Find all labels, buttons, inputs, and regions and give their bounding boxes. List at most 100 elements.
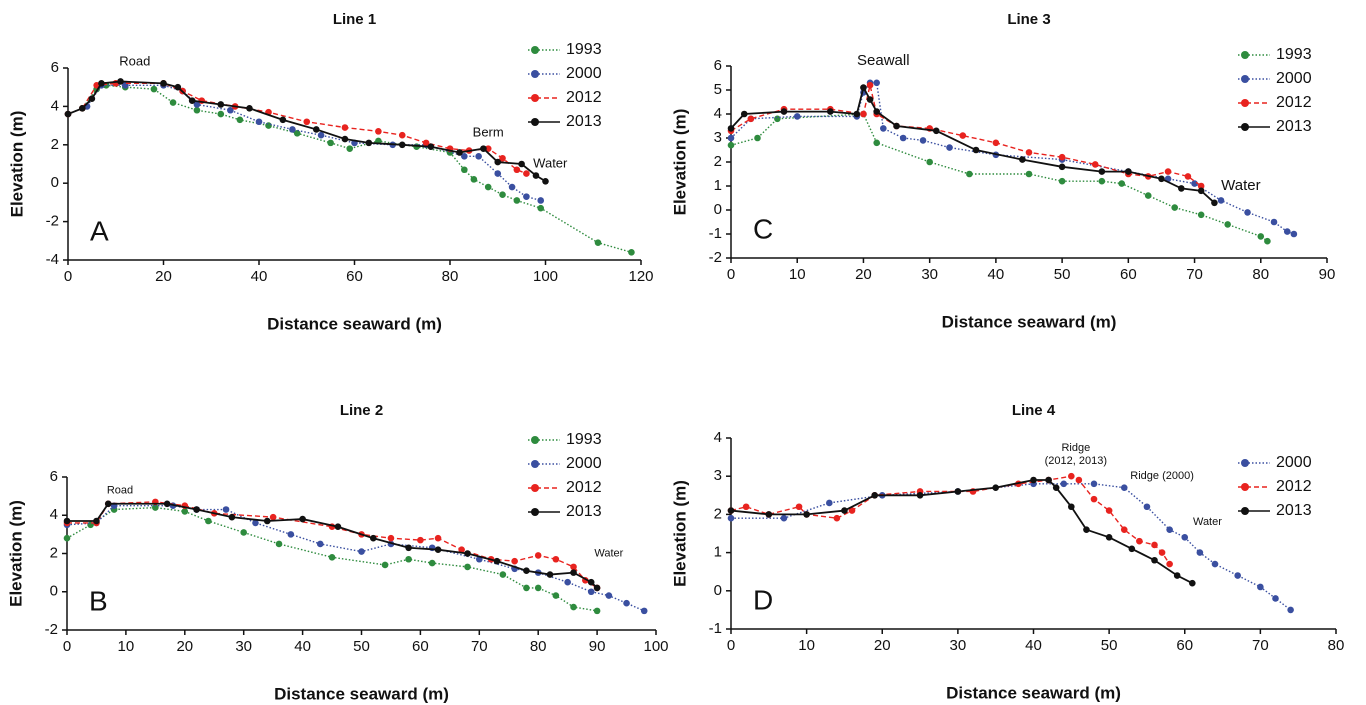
data-point <box>727 125 735 132</box>
data-point <box>428 559 436 567</box>
legend-marker <box>1241 459 1249 467</box>
data-point <box>593 584 601 592</box>
legend-label: 2013 <box>1276 118 1312 135</box>
legend-label: 2000 <box>1276 454 1312 471</box>
series-line <box>67 84 541 202</box>
y-tick-label: 0 <box>714 201 722 218</box>
x-tick-label: 120 <box>628 268 653 285</box>
data-point <box>499 571 507 578</box>
y-axis-label: Elevation (m) <box>7 111 26 218</box>
data-point <box>422 139 430 147</box>
y-tick-label: 1 <box>714 544 722 561</box>
data-point <box>217 101 225 108</box>
x-axis-label: Distance seaward (m) <box>274 684 449 703</box>
x-tick-label: 70 <box>1186 266 1203 283</box>
y-tick-label: 0 <box>714 582 722 599</box>
data-point <box>1197 211 1205 219</box>
data-point <box>287 531 295 538</box>
data-point <box>317 131 325 139</box>
annotation: Water <box>594 547 623 559</box>
data-point <box>727 134 735 142</box>
data-point <box>484 145 492 152</box>
data-point <box>523 567 530 575</box>
data-point <box>1098 168 1106 175</box>
data-point <box>594 239 602 247</box>
data-point <box>494 170 502 177</box>
data-point <box>227 106 234 114</box>
data-point <box>299 515 306 523</box>
annotation: Ridge <box>1061 442 1090 454</box>
data-point <box>369 534 377 542</box>
y-tick-label: 4 <box>51 97 59 114</box>
data-point <box>727 141 735 149</box>
y-tick-label: 2 <box>50 544 58 561</box>
data-point <box>358 548 365 555</box>
data-point <box>532 172 540 179</box>
data-point <box>727 507 735 514</box>
data-point <box>1019 156 1026 163</box>
data-point <box>1151 541 1158 549</box>
series-line <box>730 85 1216 204</box>
x-tick-label: 0 <box>63 638 71 655</box>
data-point <box>803 511 810 518</box>
legend-label: 1993 <box>566 41 602 58</box>
x-tick-label: 0 <box>727 266 735 283</box>
data-point <box>640 607 648 615</box>
annotation: Ridge (2000) <box>1130 470 1194 482</box>
legend-marker <box>1241 123 1249 131</box>
data-point <box>64 110 72 118</box>
legend-label: 2012 <box>1276 94 1312 111</box>
annotation: Water <box>1221 177 1260 194</box>
data-point <box>405 555 412 563</box>
chart-title: Line 1 <box>333 11 376 28</box>
y-axis-label: Elevation (m) <box>6 500 25 607</box>
data-point <box>279 116 287 124</box>
data-point <box>1196 549 1204 556</box>
x-tick-label: 10 <box>798 637 815 654</box>
data-point <box>1151 556 1158 564</box>
data-point <box>1158 549 1166 556</box>
data-point <box>398 131 406 139</box>
data-point <box>181 508 189 515</box>
data-point <box>793 113 801 120</box>
data-point <box>1068 503 1075 511</box>
data-point <box>255 118 263 126</box>
data-point <box>1068 472 1075 480</box>
x-tick-label: 80 <box>1328 637 1345 654</box>
data-point <box>1224 221 1231 228</box>
data-point <box>387 534 395 542</box>
data-point <box>252 519 259 527</box>
x-tick-label: 40 <box>988 266 1005 283</box>
y-tick-label: 0 <box>51 174 59 191</box>
data-point <box>570 569 577 576</box>
data-point <box>966 170 973 178</box>
data-point <box>537 204 545 212</box>
data-point <box>841 507 848 514</box>
data-point <box>104 500 112 508</box>
y-tick-label: -1 <box>709 225 722 242</box>
data-point <box>240 529 247 536</box>
data-point <box>205 517 212 525</box>
data-point <box>570 563 577 571</box>
data-point <box>98 80 105 87</box>
data-point <box>542 177 549 185</box>
x-tick-label: 30 <box>950 637 967 654</box>
y-tick-label: 6 <box>51 59 59 76</box>
x-tick-label: 70 <box>471 638 488 655</box>
y-axis-label: Elevation (m) <box>670 109 689 216</box>
annotation: Road <box>119 54 150 69</box>
data-point <box>334 523 342 531</box>
data-point <box>1191 180 1198 187</box>
x-tick-label: 40 <box>294 638 311 655</box>
data-point <box>1025 170 1033 178</box>
x-tick-label: 40 <box>251 268 268 285</box>
x-tick-label: 100 <box>643 638 668 655</box>
y-tick-label: 5 <box>714 81 722 98</box>
y-tick-label: 0 <box>50 583 58 600</box>
data-point <box>1184 173 1192 180</box>
data-point <box>269 513 277 521</box>
data-point <box>1058 177 1066 185</box>
legend-marker <box>531 484 539 492</box>
data-point <box>1143 503 1151 511</box>
legend-marker <box>531 460 539 468</box>
